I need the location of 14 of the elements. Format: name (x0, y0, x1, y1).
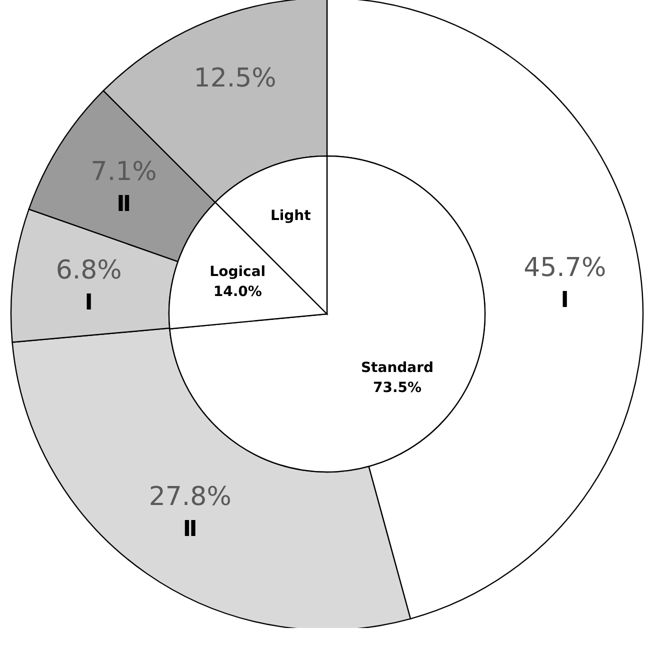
slice-label: Logical (210, 264, 266, 280)
slice-label: Ⅱ (182, 517, 198, 542)
data-label: 73.5% (372, 380, 422, 396)
data-label: 12.5% (194, 63, 276, 94)
slice-label: Ⅰ (84, 290, 93, 316)
data-label: 6.8% (56, 255, 122, 286)
data-label: 27.8% (148, 482, 232, 512)
data-label: 7.1% (90, 157, 157, 188)
slice-label: Ⅱ (116, 192, 132, 218)
slice-label: Ⅰ (560, 288, 569, 314)
slice-label: Standard (360, 360, 434, 376)
slice-label: Light (270, 208, 312, 224)
data-label: 45.7% (524, 253, 606, 284)
data-label: 14.0% (213, 284, 262, 300)
